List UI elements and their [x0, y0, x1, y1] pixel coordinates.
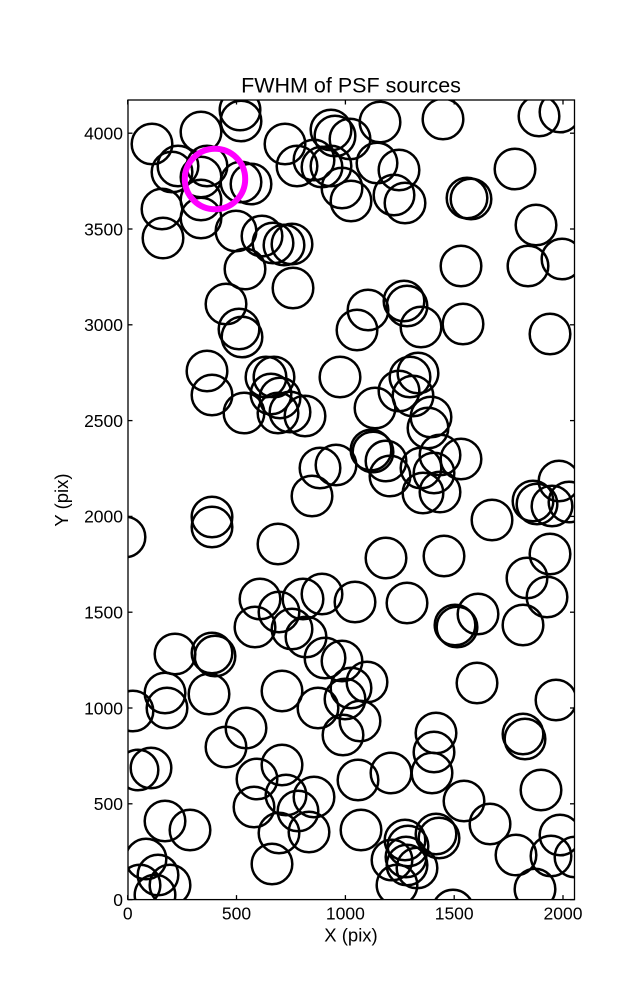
svg-text:500: 500 [222, 904, 251, 924]
svg-text:500: 500 [94, 794, 123, 814]
svg-text:1000: 1000 [326, 904, 365, 924]
svg-text:2000: 2000 [544, 904, 583, 924]
svg-text:4000: 4000 [84, 124, 123, 144]
svg-text:3000: 3000 [84, 315, 123, 335]
svg-text:1500: 1500 [435, 904, 474, 924]
svg-text:0: 0 [123, 904, 133, 924]
svg-text:Y (pix): Y (pix) [51, 473, 72, 526]
svg-text:1000: 1000 [84, 698, 123, 718]
svg-text:X (pix): X (pix) [324, 925, 377, 946]
svg-text:2000: 2000 [84, 507, 123, 527]
svg-text:0: 0 [113, 890, 123, 910]
svg-text:3500: 3500 [84, 219, 123, 239]
svg-text:1500: 1500 [84, 603, 123, 623]
svg-text:2500: 2500 [84, 411, 123, 431]
svg-text:FWHM of PSF sources: FWHM of PSF sources [241, 74, 461, 98]
